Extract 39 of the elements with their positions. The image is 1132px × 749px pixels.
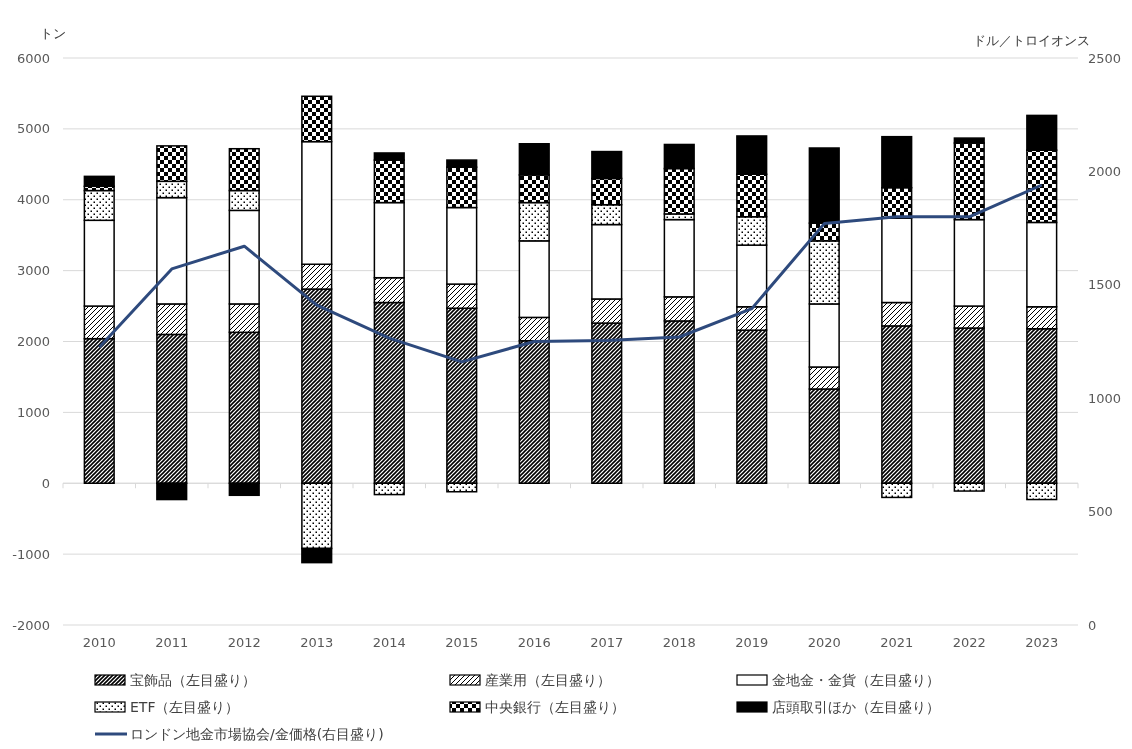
x-tick-label: 2019 — [735, 635, 769, 650]
y-tick-label: 6000 — [16, 50, 50, 66]
y2-axis-title: ドル／トロイオンス — [973, 33, 1090, 48]
legend-label: ETF（左目盛り） — [130, 699, 240, 715]
y-tick-label: -2000 — [12, 617, 50, 633]
x-tick-label: 2023 — [1025, 635, 1059, 650]
y2-tick-label: 1000 — [1088, 390, 1122, 406]
y-tick-label: 5000 — [16, 121, 50, 137]
y-tick-label: 3000 — [16, 263, 50, 279]
legend-label: 宝飾品（左目盛り） — [130, 672, 256, 688]
legend-label: 金地金・金貨（左目盛り） — [772, 672, 940, 688]
x-tick-label: 2016 — [517, 635, 551, 650]
legend-label: 産業用（左目盛り） — [485, 672, 611, 688]
x-tick-label: 2015 — [445, 635, 479, 650]
x-tick-label: 2010 — [82, 635, 116, 650]
x-tick-label: 2014 — [372, 635, 406, 650]
y-tick-label: 0 — [41, 475, 50, 491]
x-tick-label: 2012 — [227, 635, 261, 650]
x-tick-label: 2017 — [590, 635, 624, 650]
bar — [83, 175, 115, 188]
y2-tick-label: 2500 — [1088, 50, 1122, 66]
y-tick-label: -1000 — [12, 546, 50, 562]
y-tick-label: 2000 — [16, 334, 50, 349]
y-tick-label: 1000 — [16, 404, 50, 420]
x-tick-label: 2020 — [807, 635, 841, 650]
y2-tick-label: 0 — [1088, 617, 1097, 633]
y2-tick-label: 2000 — [1088, 163, 1122, 179]
legend-label: ロンドン地金市場協会/金価格(右目盛り) — [130, 726, 384, 742]
y2-tick-label: 1500 — [1088, 277, 1122, 293]
y2-tick-label: 500 — [1088, 504, 1113, 520]
x-tick-label: 2018 — [662, 635, 696, 650]
y-axis-title: トン — [40, 26, 66, 41]
x-tick-label: 2013 — [300, 635, 334, 650]
legend-label: 店頭取引ほか（左目盛り） — [772, 699, 940, 715]
x-tick-label: 2011 — [155, 635, 189, 650]
legend-label: 中央銀行（左目盛り） — [485, 699, 625, 715]
y-tick-label: 4000 — [16, 192, 50, 208]
x-tick-label: 2022 — [952, 635, 986, 650]
x-tick-label: 2021 — [880, 635, 914, 650]
